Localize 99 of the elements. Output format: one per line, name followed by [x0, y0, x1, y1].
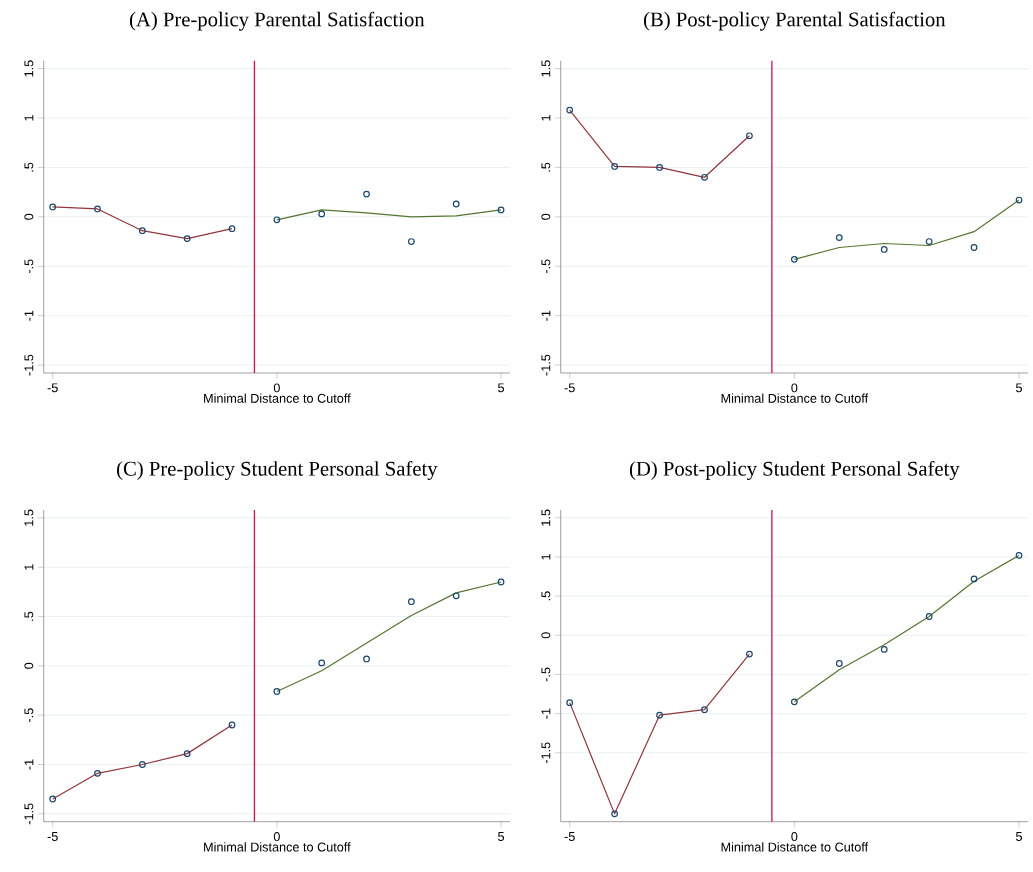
- point: [94, 769, 101, 777]
- point: [746, 132, 753, 140]
- point: [452, 200, 460, 208]
- point: [701, 173, 708, 181]
- chart-title: (A) Pre-policy Parental Satisfaction: [129, 11, 425, 31]
- y-tick-label: 1.5: [24, 509, 34, 526]
- y-tick-label: 0: [24, 213, 34, 220]
- point: [497, 206, 505, 214]
- y-tick-label: .5: [541, 591, 551, 601]
- point: [656, 711, 663, 719]
- x-tick-label: 0: [273, 383, 280, 393]
- y-tick-label: 1: [24, 115, 34, 121]
- x-axis-title: Minimal Distance to Cutoff: [204, 393, 351, 403]
- y-tick-label: 0: [541, 632, 551, 639]
- chart-title: (C) Pre-policy Student Personal Safety: [117, 460, 438, 480]
- y-tick-label: 1.5: [541, 509, 551, 526]
- x-tick-label: 5: [498, 383, 505, 393]
- y-tick-label: 1: [24, 564, 34, 570]
- x-axis-title: Minimal Distance to Cutoff: [721, 393, 869, 403]
- line-series: [569, 109, 751, 178]
- point: [452, 592, 460, 600]
- y-tick-label: 0: [24, 662, 34, 669]
- line-series: [793, 199, 1020, 260]
- point: [970, 575, 978, 583]
- x-tick-label: -5: [47, 832, 58, 841]
- point: [835, 234, 843, 241]
- point: [701, 706, 708, 714]
- point: [273, 216, 281, 224]
- x-axis-title: Minimal Distance to Cutoff: [721, 842, 869, 852]
- line-series: [52, 724, 233, 800]
- point: [318, 210, 326, 218]
- point: [363, 190, 370, 198]
- point: [49, 203, 57, 211]
- y-tick-label: 1: [541, 115, 551, 121]
- point: [138, 761, 146, 768]
- point: [880, 645, 888, 653]
- point: [925, 613, 933, 620]
- point: [970, 244, 978, 251]
- point: [880, 246, 888, 253]
- y-tick-label: -1: [541, 310, 551, 321]
- y-tick-label: -1: [541, 708, 551, 719]
- point: [228, 225, 236, 233]
- line-series: [569, 653, 751, 815]
- y-tick-label: -1.5: [541, 742, 551, 764]
- point: [94, 205, 101, 213]
- x-tick-label: 5: [1015, 832, 1023, 841]
- x-tick-label: 0: [273, 832, 280, 842]
- point: [925, 238, 933, 245]
- x-tick-label: 5: [1015, 383, 1023, 393]
- y-tick-label: -1.5: [24, 803, 34, 825]
- chart-title: (B) Post-policy Parental Satisfaction: [644, 11, 946, 31]
- line-series: [276, 209, 502, 221]
- y-tick-label: -.5: [24, 259, 34, 274]
- point: [746, 650, 753, 658]
- point: [407, 598, 415, 606]
- y-tick-label: 1.5: [541, 60, 551, 77]
- point: [49, 795, 57, 803]
- y-tick-label: -1: [24, 310, 34, 321]
- y-tick-label: .5: [24, 162, 34, 172]
- y-tick-label: -.5: [541, 667, 551, 682]
- point: [835, 660, 843, 667]
- x-tick-label: -5: [47, 383, 58, 393]
- y-tick-label: 1.5: [24, 60, 34, 77]
- point: [407, 238, 415, 245]
- line-series: [52, 206, 233, 240]
- y-tick-label: .5: [541, 162, 551, 172]
- y-tick-label: .5: [24, 611, 34, 621]
- y-tick-label: 1: [541, 554, 551, 560]
- x-axis-title: Minimal Distance to Cutoff: [204, 842, 351, 852]
- point: [183, 750, 191, 758]
- y-tick-label: -1.5: [541, 354, 551, 376]
- point: [566, 699, 574, 707]
- point: [318, 659, 326, 667]
- point: [790, 255, 798, 263]
- point: [1015, 196, 1023, 204]
- x-tick-label: 0: [791, 383, 798, 393]
- y-tick-label: -1.5: [24, 354, 34, 376]
- y-tick-label: 0: [541, 213, 551, 220]
- x-tick-label: -5: [564, 383, 575, 393]
- point: [273, 688, 281, 695]
- point: [1015, 552, 1023, 559]
- y-tick-label: -1: [24, 759, 34, 770]
- point: [790, 698, 798, 706]
- point: [656, 164, 663, 171]
- point: [183, 235, 191, 242]
- point: [363, 655, 370, 663]
- y-tick-label: -.5: [541, 259, 551, 274]
- point: [611, 163, 619, 170]
- point: [497, 578, 505, 586]
- point: [138, 227, 146, 235]
- point: [611, 810, 619, 818]
- point: [566, 106, 574, 114]
- y-tick-label: -.5: [24, 708, 34, 722]
- chart-title: (D) Post-policy Student Personal Safety: [629, 460, 960, 480]
- x-tick-label: 0: [791, 832, 798, 842]
- line-series: [793, 554, 1020, 703]
- point: [228, 721, 236, 729]
- x-tick-label: -5: [564, 832, 575, 841]
- x-tick-label: 5: [498, 832, 505, 841]
